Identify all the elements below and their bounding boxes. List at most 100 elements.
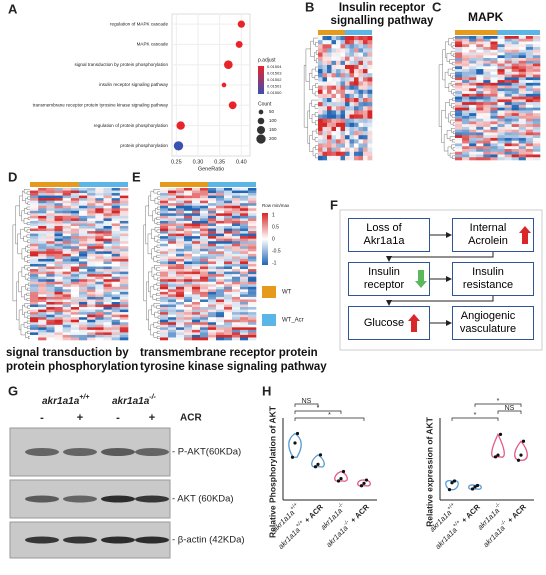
heatmap-cell [95,296,104,300]
heatmap-cell [46,215,55,219]
heatmap-cell [525,82,534,86]
heatmap-cell [160,317,169,321]
heatmap-cell [240,266,249,270]
heatmap-cell [318,81,323,86]
heatmap-cell [70,289,80,293]
heatmap-cell [462,49,470,53]
heatmap-cell [518,38,527,42]
heatmap-cell [54,291,63,295]
heatmap-cell [95,215,104,219]
heatmap-cell [95,327,104,331]
flow-node: Insulin receptor [348,262,430,296]
heatmap-cell [469,41,477,45]
heatmap-cell [103,279,112,283]
heatmap-cell [168,253,177,257]
heatmap-cell [318,52,323,57]
heatmap-cell [248,251,257,255]
heatmap-cell [224,248,233,252]
heatmap-cell [469,49,477,53]
heatmap-cell [70,241,80,245]
heatmap-cell [160,246,169,250]
heatmap-cell [240,276,249,280]
heatmap-cell [349,60,355,66]
heatmap-cell [469,137,477,142]
heatmap-cell [525,41,534,45]
heatmap-cell [504,96,512,100]
heatmap-cell [87,299,96,303]
heatmap-cell [87,210,96,214]
heatmap-cell [532,107,541,111]
heatmap-cell [322,36,328,41]
heatmap-cell [46,231,55,234]
heatmap-cell [184,205,193,209]
heatmap-cell [232,213,241,217]
heatmap-cell [70,213,80,217]
heatmap-cell [46,210,55,214]
heatmap-cell [354,131,359,136]
heatmap-cell [511,71,520,75]
heatmap-cell [504,124,512,128]
heatmap-cell [232,296,241,300]
heatmap-cell [232,294,241,298]
heatmap-cell [240,334,249,338]
heatmap-cell [46,329,55,333]
heatmap-cell [119,281,129,285]
heatmap-cell [160,198,169,201]
heatmap-cell [200,332,209,336]
heatmap-cell [119,296,129,300]
flow-node: Angiogenic vasculature [452,306,534,340]
heatmap-cell [184,251,193,255]
heatmap-cell [318,64,323,70]
heatmap-cell [168,276,177,280]
heatmap-cell [490,80,498,84]
heatmap-cell [518,99,527,103]
heatmap-cell [38,258,47,262]
heatmap-cell [30,294,39,298]
heatmap-cell [363,93,368,99]
heatmap-cell [46,284,55,288]
heatmap-cell [532,151,541,155]
heatmap-cell [216,241,225,245]
heatmap-cell [54,337,63,341]
heatmap-cell [111,307,121,310]
heatmap-cell [240,327,249,331]
heatmap-cell [504,38,512,42]
heatmap-cell [224,261,233,265]
label-part: + ACR [504,502,528,526]
heatmap-cell [184,261,193,265]
heatmap-cell [354,106,359,111]
legend-label: -0.5 [272,248,281,254]
heatmap-cell [469,52,477,56]
heatmap-cell [367,44,373,49]
heatmap-cell [511,107,520,111]
heatmap-cell [462,38,470,42]
heatmap-cell [232,289,241,293]
heatmap-cell [192,337,201,341]
heatmap-cell [367,52,373,57]
heatmap-cell [462,148,470,153]
heatmap-cell [70,294,80,298]
heatmap-cell [525,148,534,153]
heatmap-cell [354,151,359,157]
heatmap-cell [490,52,498,56]
heatmap-cell [70,274,80,277]
heatmap-cell [497,140,505,144]
heatmap-cell [30,248,39,252]
heatmap-cell [38,291,47,295]
heatmap-cell [70,304,80,308]
heatmap-cell [336,77,341,82]
heatmap-cell [200,215,209,219]
heatmap-cell [208,276,217,280]
heatmap-cell [160,190,169,194]
heatmap-cell [87,264,96,267]
heatmap-cell [248,302,257,305]
heatmap-cell [168,294,177,298]
heatmap-cell [497,77,505,81]
heatmap-cell [504,44,512,48]
heatmap-cell [168,236,177,239]
heatmap-cell [168,241,177,245]
heatmap-cell [224,332,233,336]
heatmap-cell [54,319,63,323]
heatmap-cell [483,38,491,42]
heatmap-cell [340,131,346,136]
